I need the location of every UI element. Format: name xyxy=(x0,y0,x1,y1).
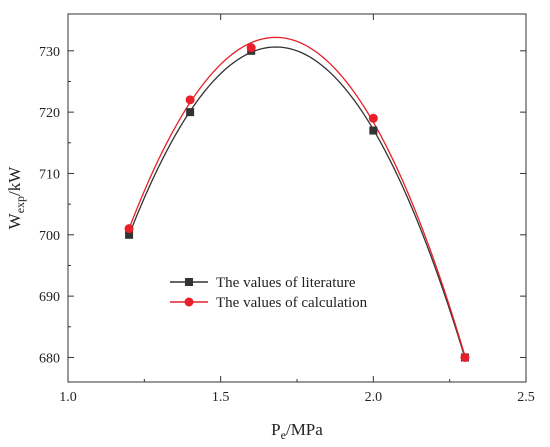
legend-label-calculation: The values of calculation xyxy=(216,295,368,311)
x-tick-label: 1.5 xyxy=(212,390,230,405)
literature-point xyxy=(369,126,378,135)
series-curve-2 xyxy=(128,36,466,357)
legend-label-literature: The values of literature xyxy=(216,275,356,291)
y-tick-label: 720 xyxy=(39,106,60,121)
plot-area xyxy=(67,13,527,383)
literature-point xyxy=(125,230,134,239)
markers xyxy=(124,43,470,362)
x-axis-ticks: 1.0 1.5 2.0 2.5 xyxy=(59,14,535,405)
y-axis-ticks: 680 690 700 710 720 730 xyxy=(39,45,526,366)
curves xyxy=(128,36,466,359)
legend-marker-literature xyxy=(185,278,193,286)
calculation-point xyxy=(460,352,470,362)
y-axis-title: Wexp/kW xyxy=(5,166,27,230)
calculation-point xyxy=(246,43,256,53)
y-tick-label: 710 xyxy=(39,167,60,182)
y-tick-label: 730 xyxy=(39,45,60,60)
legend-entry-literature: The values of literature xyxy=(170,275,356,291)
x-tick-label: 1.0 xyxy=(59,390,77,405)
x-axis-title: Pe/MPa xyxy=(271,420,323,442)
legend-entry-calculation: The values of calculation xyxy=(170,295,368,311)
x-tick-label: 2.5 xyxy=(517,390,535,405)
calculation-point xyxy=(124,224,134,234)
axes-frame xyxy=(67,13,527,383)
calculation-point xyxy=(368,113,378,123)
y-tick-label: 680 xyxy=(39,351,60,366)
x-tick-label: 2.0 xyxy=(365,390,383,405)
literature-point xyxy=(186,108,195,117)
series-curve-1 xyxy=(128,46,466,359)
calculation-point xyxy=(185,95,195,105)
y-tick-label: 700 xyxy=(39,229,60,244)
y-tick-label: 690 xyxy=(39,290,60,305)
legend-marker-calculation xyxy=(184,297,194,307)
legend: The values of literature The values of c… xyxy=(170,275,368,311)
